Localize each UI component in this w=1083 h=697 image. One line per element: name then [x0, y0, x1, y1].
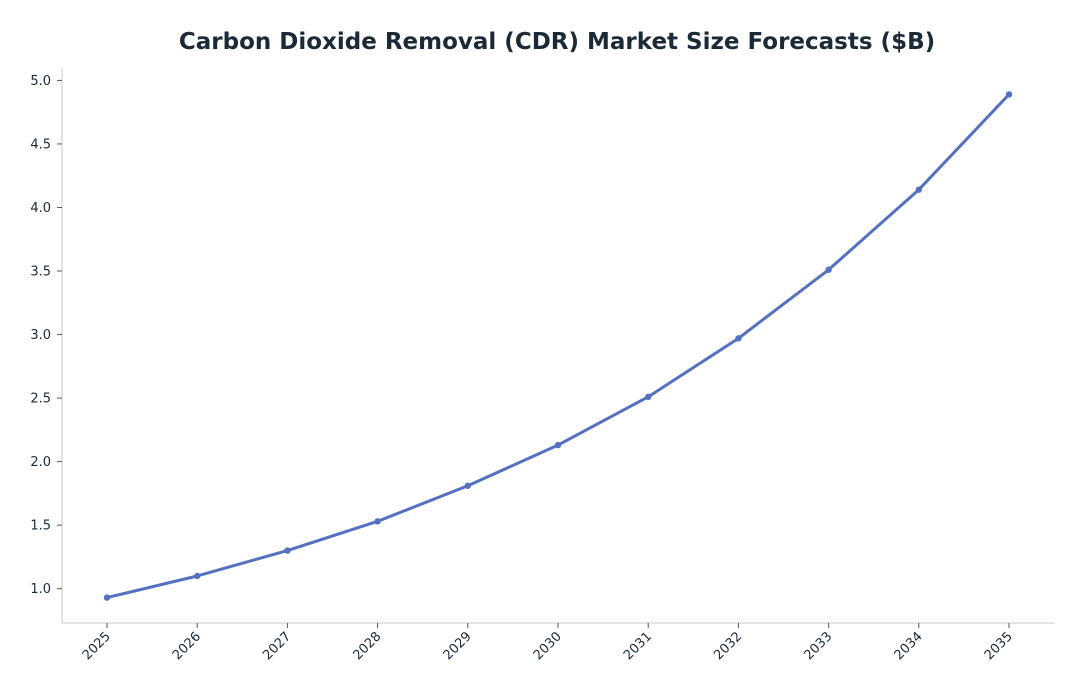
x-tick-label: 2030: [531, 629, 565, 663]
x-tick-label: 2025: [80, 629, 114, 663]
x-tick-label: 2027: [260, 629, 294, 663]
data-point: [825, 266, 832, 273]
data-point: [735, 335, 742, 342]
chart-title: Carbon Dioxide Removal (CDR) Market Size…: [179, 29, 935, 55]
x-tick-label: 2033: [801, 629, 835, 663]
data-point: [103, 594, 111, 601]
y-axis-ticks: 1.0 1.5 2.0 2.5 3.0 3.5 4.0 4.5 5.0: [30, 74, 62, 597]
data-point: [915, 186, 922, 193]
data-point: [284, 547, 291, 554]
data-point: [464, 482, 471, 489]
data-point: [554, 441, 562, 449]
y-tick-label: 1.5: [30, 519, 51, 534]
y-tick-label: 2.0: [30, 455, 51, 470]
axes: [61, 69, 1054, 624]
x-tick-label: 2032: [711, 629, 745, 663]
y-tick-label: 4.5: [30, 137, 51, 152]
x-tick-label: 2026: [170, 629, 204, 663]
x-tick-label: 2031: [621, 629, 655, 663]
y-tick-label: 5.0: [30, 74, 51, 89]
y-tick-label: 2.5: [30, 392, 51, 407]
x-tick-label: 2034: [892, 629, 926, 663]
data-point: [194, 572, 201, 580]
data-point: [1005, 91, 1013, 98]
series-group: [103, 91, 1013, 601]
series-line: [105, 92, 1011, 600]
x-tick-label: 2029: [441, 629, 475, 663]
y-tick-label: 3.5: [30, 265, 51, 280]
y-tick-label: 3.0: [30, 328, 51, 343]
x-tick-label: 2035: [982, 629, 1016, 663]
data-point: [645, 393, 652, 401]
y-tick-label: 4.0: [30, 201, 51, 216]
x-axis-ticks: 2025 2026 2027 2028 2029 2030 2031 2032 2033 2034…: [80, 623, 1016, 663]
x-tick-label: 2028: [350, 629, 384, 663]
y-tick-label: 1.0: [30, 582, 51, 597]
data-point: [374, 518, 381, 525]
